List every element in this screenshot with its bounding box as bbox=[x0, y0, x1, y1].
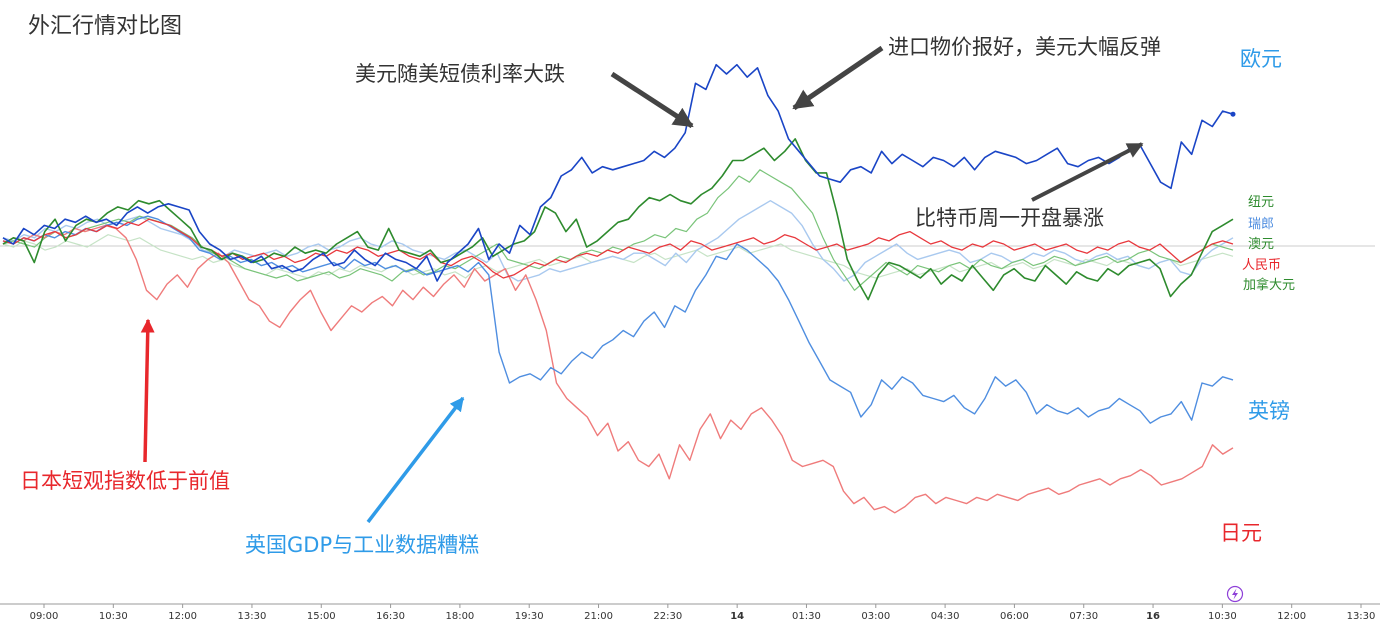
annotation-uk-gdp: 英国GDP与工业数据糟糕 bbox=[245, 533, 479, 557]
x-tick-label: 22:30 bbox=[653, 611, 682, 622]
x-tick-label: 13:30 bbox=[238, 611, 267, 622]
annotation-japan-tankan: 日本短观指数低于前值 bbox=[20, 469, 230, 493]
arrow-japan-tankan bbox=[140, 318, 155, 463]
x-tick-label: 15:00 bbox=[307, 611, 336, 622]
x-tick-label: 06:00 bbox=[1000, 611, 1029, 622]
series-label-7: 日元 bbox=[1220, 521, 1262, 545]
series-label-6: 英镑 bbox=[1248, 399, 1290, 423]
series-layer bbox=[2, 63, 1236, 514]
x-tick-label: 14 bbox=[730, 611, 744, 622]
series-label-3: 澳元 bbox=[1248, 236, 1274, 252]
x-tick-label: 03:00 bbox=[861, 611, 890, 622]
series-line-5 bbox=[2, 234, 1234, 279]
lightning-bolt-icon[interactable] bbox=[1226, 585, 1244, 603]
x-tick-label: 18:00 bbox=[445, 611, 474, 622]
arrow-import-price bbox=[792, 45, 884, 111]
annotation-usd-yield-drop: 美元随美短债利率大跌 bbox=[355, 62, 565, 86]
x-tick-label: 10:30 bbox=[99, 611, 128, 622]
annotation-layer: 美元随美短债利率大跌 进口物价报好，美元大幅反弹 比特币周一开盘暴涨 日本短观指… bbox=[20, 35, 1161, 557]
x-tick-label: 19:30 bbox=[515, 611, 544, 622]
series-line-7 bbox=[2, 224, 1234, 514]
x-tick-label: 21:00 bbox=[584, 611, 613, 622]
arrow-bitcoin-surge bbox=[1031, 142, 1144, 202]
x-tick-label: 16 bbox=[1146, 611, 1160, 622]
x-tick-label: 07:30 bbox=[1069, 611, 1098, 622]
series-line-3 bbox=[2, 169, 1234, 291]
series-line-1 bbox=[2, 138, 1234, 301]
series-label-5: 加拿大元 bbox=[1243, 277, 1295, 293]
x-tick-label: 12:00 bbox=[1277, 611, 1306, 622]
arrow-usd-yield-drop bbox=[610, 71, 694, 129]
x-tick-label: 13:30 bbox=[1347, 611, 1376, 622]
x-tick-label: 12:00 bbox=[168, 611, 197, 622]
series-line-0 bbox=[2, 63, 1234, 282]
annotation-import-price: 进口物价报好，美元大幅反弹 bbox=[888, 35, 1161, 59]
x-tick-label: 10:30 bbox=[1208, 611, 1237, 622]
x-axis-ticks: 09:00 10:30 12:00 13:30 15:00 16:30 18:00 19:30… bbox=[30, 604, 1376, 622]
series-label-1: 纽元 bbox=[1248, 195, 1274, 210]
series-line-6 bbox=[2, 215, 1234, 424]
x-tick-label: 16:30 bbox=[376, 611, 405, 622]
x-tick-label: 01:30 bbox=[792, 611, 821, 622]
series-label-2: 瑞郎 bbox=[1248, 217, 1274, 232]
arrow-uk-gdp bbox=[366, 396, 465, 524]
x-tick-label: 09:00 bbox=[30, 611, 59, 622]
annotation-bitcoin-surge: 比特币周一开盘暴涨 bbox=[915, 206, 1104, 230]
euro-end-dot bbox=[1230, 111, 1236, 117]
series-line-2 bbox=[2, 199, 1234, 282]
series-label-4: 人民币 bbox=[1242, 258, 1281, 273]
x-tick-label: 04:30 bbox=[931, 611, 960, 622]
chart-title: 外汇行情对比图 bbox=[28, 14, 183, 39]
series-label-0: 欧元 bbox=[1240, 47, 1282, 71]
